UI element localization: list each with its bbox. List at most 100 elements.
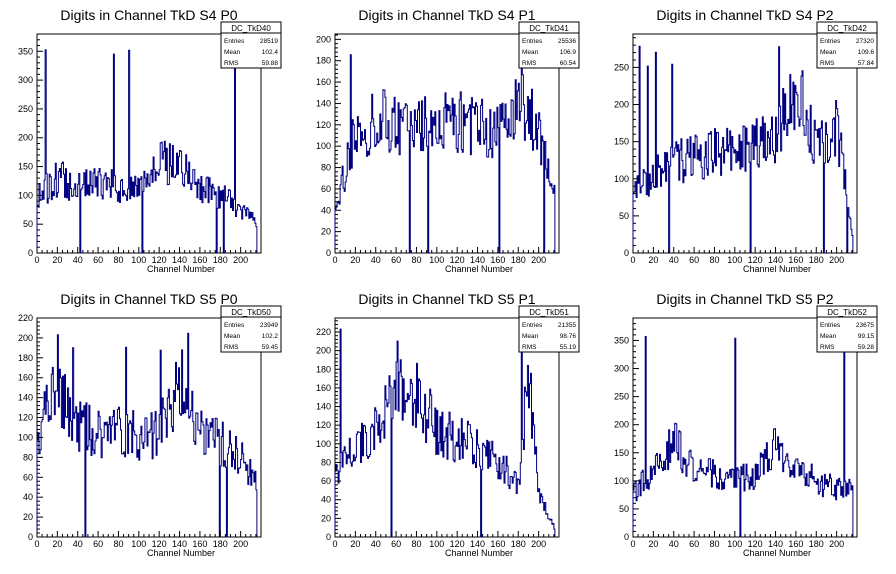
x-tick-label: 100 — [131, 539, 146, 549]
stats-label: RMS — [820, 60, 835, 67]
stats-box-frame — [220, 21, 282, 69]
x-tick-label: 20 — [350, 255, 360, 265]
chart-title: Digits in Channel TkD S5 P2 — [656, 291, 833, 307]
x-tick-label: 0 — [630, 255, 635, 265]
stats-box-frame — [220, 305, 282, 353]
x-tick-label: 140 — [470, 255, 485, 265]
y-tick-label: 80 — [23, 452, 33, 462]
x-tick-label: 40 — [371, 255, 381, 265]
x-tick-label: 200 — [531, 255, 546, 265]
x-tick-label: 40 — [73, 255, 83, 265]
x-tick-label: 180 — [809, 539, 824, 549]
y-tick-label: 120 — [18, 413, 33, 423]
x-tick-label: 120 — [450, 255, 465, 265]
stats-name: DC_TkD40 — [231, 24, 271, 33]
histogram-line — [36, 332, 258, 538]
y-tick-label: 220 — [316, 327, 331, 337]
y-tick-label: 60 — [321, 184, 331, 194]
stats-box-frame — [816, 305, 878, 353]
stats-box-frame — [518, 305, 580, 353]
histogram-line — [632, 45, 854, 254]
x-tick-label: 160 — [490, 539, 505, 549]
y-tick-label: 0 — [624, 532, 629, 542]
x-tick-label: 60 — [93, 539, 103, 549]
x-tick-label: 140 — [172, 255, 187, 265]
x-tick-label: 160 — [192, 255, 207, 265]
y-tick-label: 200 — [614, 100, 629, 110]
stats-name: DC_TkD50 — [231, 308, 271, 317]
y-tick-label: 40 — [321, 205, 331, 215]
chart-title: Digits in Channel TkD S4 P0 — [60, 7, 237, 23]
stats-label: Entries — [820, 322, 841, 329]
x-tick-label: 60 — [689, 539, 699, 549]
stats-label: Entries — [224, 322, 245, 329]
x-tick-label: 0 — [34, 255, 39, 265]
stats-value: 59.45 — [262, 344, 279, 351]
x-tick-label: 40 — [73, 539, 83, 549]
histogram-panel: Digits in Channel TkD S5 P2 0 20 40 60 80 100 1… — [614, 291, 878, 558]
y-tick-label: 60 — [23, 472, 33, 482]
stats-label: Entries — [522, 322, 543, 329]
y-tick-label: 150 — [614, 137, 629, 147]
x-tick-label: 200 — [531, 539, 546, 549]
y-tick-label: 200 — [316, 346, 331, 356]
x-tick-label: 40 — [371, 539, 381, 549]
stats-box-frame — [518, 21, 580, 69]
x-axis-label: Channel Number — [445, 548, 513, 558]
stats-label: Mean — [820, 333, 837, 340]
x-tick-label: 80 — [709, 539, 719, 549]
y-tick-label: 0 — [326, 532, 331, 542]
y-tick-label: 120 — [316, 120, 331, 130]
histogram-line — [632, 329, 854, 538]
stats-value: 25536 — [558, 38, 576, 45]
x-tick-label: 140 — [768, 539, 783, 549]
y-tick-label: 200 — [614, 420, 629, 430]
y-tick-label: 100 — [18, 432, 33, 442]
y-tick-label: 350 — [18, 46, 33, 56]
x-tick-label: 140 — [172, 539, 187, 549]
stats-label: Mean — [224, 333, 241, 340]
stats-value: 28519 — [260, 38, 278, 45]
x-tick-label: 80 — [113, 539, 123, 549]
stats-label: RMS — [522, 344, 537, 351]
x-tick-label: 120 — [152, 539, 167, 549]
x-tick-label: 80 — [113, 255, 123, 265]
stats-box-frame — [816, 21, 878, 69]
stats-value: 102.2 — [262, 333, 279, 340]
x-tick-label: 40 — [669, 255, 679, 265]
histogram-panel: Digits in Channel TkD S5 P1 0 20 40 60 80 100 1… — [316, 291, 580, 558]
x-tick-label: 60 — [391, 255, 401, 265]
stats-label: RMS — [522, 60, 537, 67]
y-tick-label: 80 — [321, 457, 331, 467]
stats-label: Mean — [820, 49, 837, 56]
x-tick-label: 60 — [391, 539, 401, 549]
x-tick-label: 100 — [131, 255, 146, 265]
y-tick-label: 120 — [316, 420, 331, 430]
y-tick-label: 40 — [23, 492, 33, 502]
x-tick-label: 100 — [727, 539, 742, 549]
x-tick-label: 100 — [727, 255, 742, 265]
stats-label: Mean — [224, 49, 241, 56]
stats-value: 109.6 — [858, 49, 875, 56]
stats-value: 60.54 — [560, 60, 577, 67]
y-tick-label: 160 — [18, 373, 33, 383]
histogram-panel: Digits in Channel TkD S4 P2 0 20 40 60 80 100 1… — [614, 7, 878, 274]
stats-value: 99.15 — [858, 333, 875, 340]
y-tick-label: 160 — [316, 77, 331, 87]
x-tick-label: 20 — [350, 539, 360, 549]
stats-box: DC_TkD41 Entries 25536 Mean 106.9 RMS 60.54 — [518, 21, 580, 69]
stats-label: Mean — [522, 333, 539, 340]
x-tick-label: 80 — [411, 255, 421, 265]
chart-title: Digits in Channel TkD S4 P1 — [358, 7, 535, 23]
stats-value: 27320 — [856, 38, 874, 45]
x-tick-label: 0 — [630, 539, 635, 549]
stats-name: DC_TkD41 — [529, 24, 569, 33]
x-tick-label: 200 — [829, 539, 844, 549]
stats-value: 57.84 — [858, 60, 875, 67]
y-tick-label: 160 — [316, 383, 331, 393]
stats-box: DC_TkD42 Entries 27320 Mean 109.6 RMS 57.84 — [816, 21, 878, 69]
y-tick-label: 40 — [321, 495, 331, 505]
x-tick-label: 180 — [809, 255, 824, 265]
x-tick-label: 20 — [648, 255, 658, 265]
